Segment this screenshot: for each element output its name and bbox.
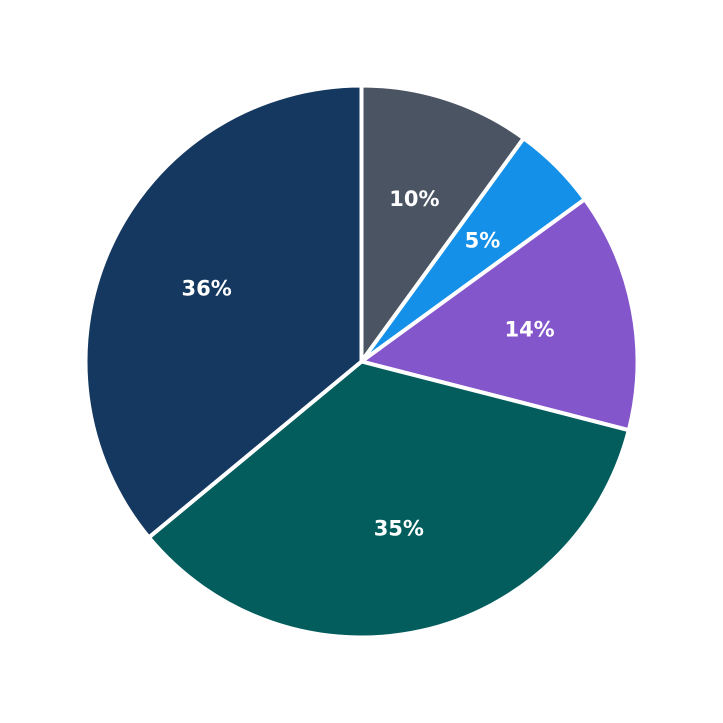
pie-slice-label-3: 35% bbox=[374, 517, 424, 541]
pie-slice-label-4: 36% bbox=[182, 277, 232, 301]
pie-slice-0 bbox=[359, 83, 526, 364]
pie-slice-label-2: 14% bbox=[504, 317, 554, 341]
pie-slice-4 bbox=[83, 83, 364, 540]
pie-slice-2 bbox=[359, 197, 640, 433]
pie-slice-3 bbox=[146, 359, 631, 640]
pie-slice-label-1: 5% bbox=[465, 229, 501, 253]
labels-layer: 10% 5% 14% 35% 36% bbox=[182, 187, 555, 541]
slices-layer bbox=[83, 83, 640, 640]
pie-slice-label-0: 10% bbox=[389, 187, 439, 211]
